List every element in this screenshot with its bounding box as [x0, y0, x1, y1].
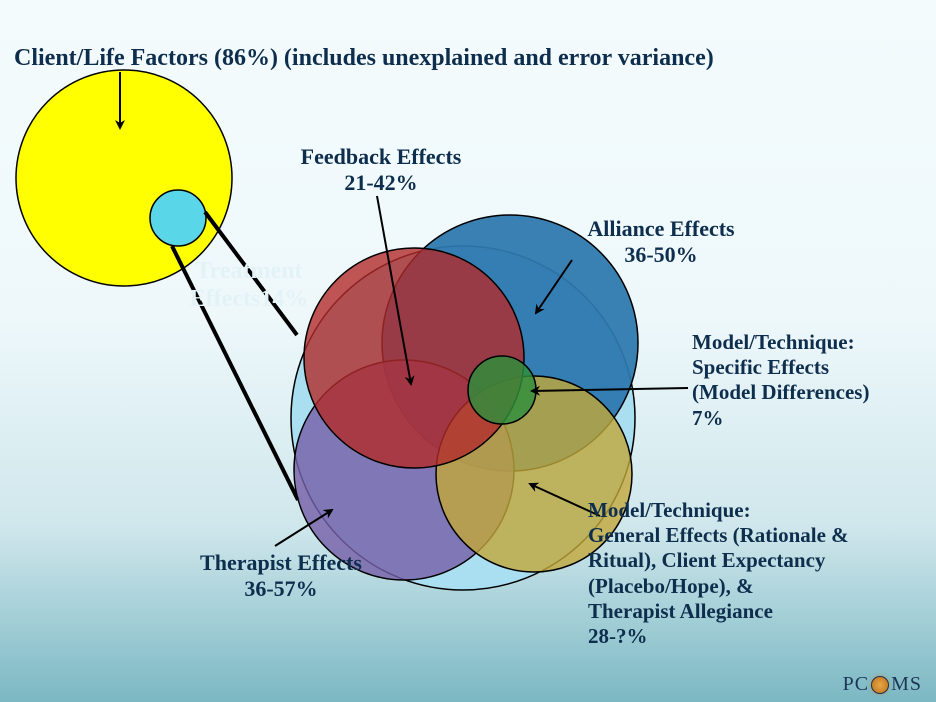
label-feedback: Feedback Effects21-42% — [271, 144, 491, 197]
logo-pcoms: PC MS — [843, 673, 922, 696]
label-line: General Effects (Rationale & — [588, 523, 849, 548]
label-therapist: Therapist Effects36-57% — [176, 550, 386, 603]
diagram-stage: Client/Life Factors (86%) (includes unex… — [0, 0, 936, 702]
circle-treatment-small — [150, 190, 206, 246]
label-line: Model/Technique: — [588, 498, 849, 523]
label-alliance: Alliance Effects36-50% — [556, 216, 766, 269]
label-line: Therapist Allegiance — [588, 599, 849, 624]
logo-right: MS — [891, 673, 922, 696]
circle-client-life — [16, 70, 232, 286]
label-line: Feedback Effects — [271, 144, 491, 170]
label-line: (Model Differences) — [692, 380, 869, 405]
label-treatment-ghost: Treatment Effects14% — [134, 258, 364, 313]
label-line: Model/Technique: — [692, 330, 869, 355]
label-line: 21-42% — [271, 170, 491, 196]
label-line: Specific Effects — [692, 355, 869, 380]
logo-sun-icon — [871, 676, 889, 694]
label-line: Ritual), Client Expectancy — [588, 548, 849, 573]
label-line: Client/Life Factors (86%) (includes unex… — [14, 44, 714, 73]
label-line: 36-57% — [176, 576, 386, 602]
label-line: Alliance Effects — [556, 216, 766, 242]
label-line: 14% — [260, 286, 308, 312]
label-line: 36-50% — [556, 242, 766, 268]
label-client: Client/Life Factors (86%) (includes unex… — [14, 44, 714, 73]
label-specific: Model/Technique:Specific Effects(Model D… — [692, 330, 869, 431]
label-line: 28-?% — [588, 624, 849, 649]
label-line: Therapist Effects — [176, 550, 386, 576]
logo-left: PC — [843, 673, 869, 696]
label-general: Model/Technique:General Effects (Rationa… — [588, 498, 849, 649]
circle-specific — [468, 356, 536, 424]
label-line: 7% — [692, 406, 869, 431]
label-line: (Placebo/Hope), & — [588, 574, 849, 599]
